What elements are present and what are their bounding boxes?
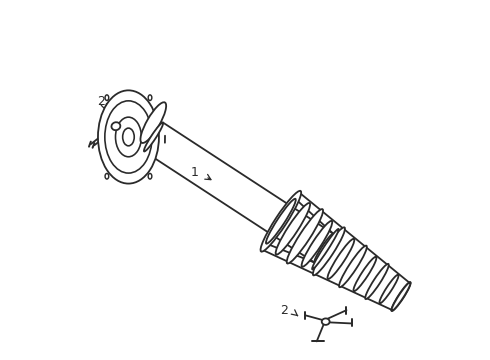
Ellipse shape — [266, 199, 296, 244]
Ellipse shape — [392, 282, 411, 311]
Text: 1: 1 — [191, 166, 199, 179]
Text: 2: 2 — [280, 305, 289, 318]
Ellipse shape — [379, 275, 398, 303]
Ellipse shape — [314, 234, 334, 262]
Ellipse shape — [313, 228, 345, 275]
Ellipse shape — [365, 264, 389, 299]
Ellipse shape — [322, 319, 330, 325]
Ellipse shape — [287, 209, 323, 264]
Ellipse shape — [339, 246, 367, 287]
Ellipse shape — [111, 122, 121, 130]
Ellipse shape — [312, 229, 339, 269]
Ellipse shape — [144, 122, 163, 152]
Ellipse shape — [392, 282, 411, 311]
Ellipse shape — [275, 203, 310, 255]
Text: 2: 2 — [98, 95, 105, 108]
Ellipse shape — [141, 102, 166, 143]
Ellipse shape — [261, 191, 301, 252]
Ellipse shape — [327, 239, 354, 279]
Ellipse shape — [353, 257, 376, 291]
Ellipse shape — [301, 221, 332, 267]
Ellipse shape — [98, 90, 159, 184]
